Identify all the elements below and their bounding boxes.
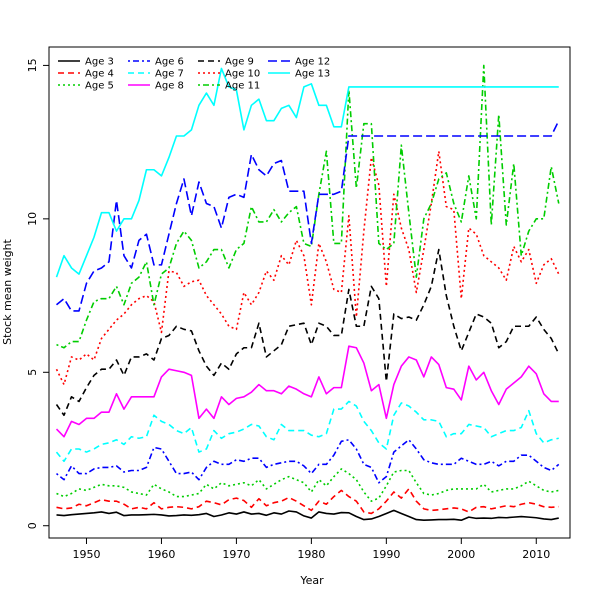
plot-frame <box>48 46 571 539</box>
series-line-age-10 <box>55 150 560 386</box>
legend-label: Age 11 <box>225 81 260 92</box>
legend-label: Age 10 <box>225 69 260 80</box>
series-line-age-6 <box>55 438 560 484</box>
legend-label: Age 7 <box>155 69 184 80</box>
series-line-age-3 <box>56 509 559 522</box>
y-tick-label: 10 <box>26 212 39 226</box>
series-line-age-13 <box>55 67 559 278</box>
x-axis: 1950 1960 1970 1980 1990 2000 2010 <box>72 538 550 561</box>
y-tick-label: 15 <box>26 58 39 72</box>
legend-label: Age 9 <box>225 57 254 68</box>
legend-label: Age 13 <box>295 69 330 80</box>
series-line-age-5 <box>56 468 559 502</box>
legend-label: Age 8 <box>155 81 184 92</box>
series-line-age-11 <box>56 64 560 349</box>
x-tick-label: 1990 <box>372 548 400 561</box>
legend-label: Age 12 <box>295 57 330 68</box>
series-line-age-12 <box>55 120 560 312</box>
legend-label: Age 4 <box>85 69 114 80</box>
x-tick-label: 2000 <box>447 548 475 561</box>
series-line-age-4 <box>56 488 559 515</box>
y-axis-label: Stock mean weight <box>1 238 14 344</box>
legend-label: Age 5 <box>85 81 114 92</box>
series-line-age-9 <box>55 248 560 417</box>
y-axis: 0 5 10 15 <box>26 58 49 529</box>
series-lines <box>55 64 560 522</box>
x-tick-label: 1950 <box>72 548 100 561</box>
series-line-age-8 <box>55 345 559 438</box>
legend-label: Age 3 <box>85 57 114 68</box>
x-tick-label: 1980 <box>297 548 325 561</box>
legend-label: Age 6 <box>155 57 184 68</box>
x-tick-label: 1970 <box>222 548 250 561</box>
x-tick-label: 2010 <box>522 548 550 561</box>
y-tick-label: 5 <box>26 369 39 376</box>
x-tick-label: 1960 <box>147 548 175 561</box>
x-axis-label: Year <box>299 574 324 587</box>
series-line-age-7 <box>55 400 559 463</box>
y-tick-label: 0 <box>26 522 39 529</box>
